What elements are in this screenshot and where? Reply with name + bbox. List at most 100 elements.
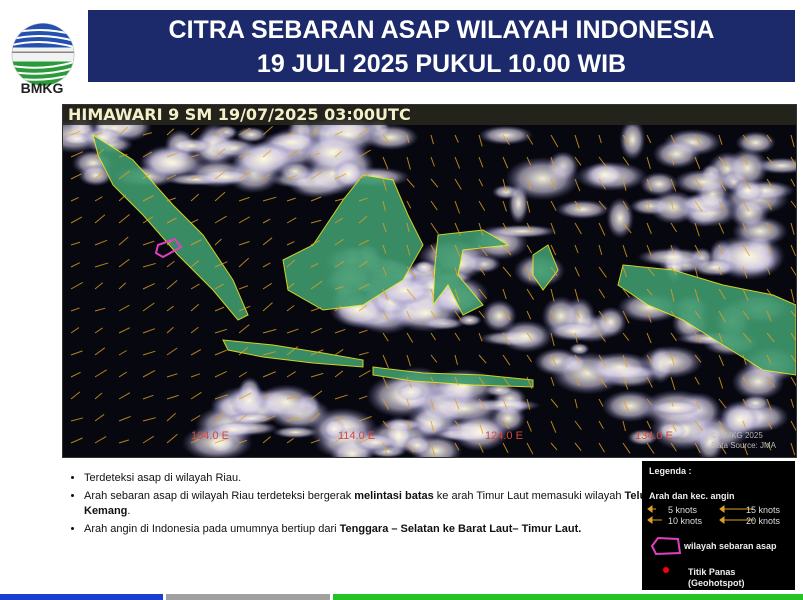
cloud: [720, 403, 760, 438]
wind-arrow: [190, 283, 200, 290]
wind-arrow: [190, 414, 201, 422]
wind-arrow: [70, 371, 81, 378]
wind-arrow: [214, 170, 226, 180]
wind-arrow: [718, 244, 723, 255]
wind-arrow: [622, 266, 627, 278]
wind-arrow: [358, 351, 369, 356]
wind-arrow: [526, 266, 531, 281]
cloud: [673, 169, 734, 195]
wind-arrow: [358, 260, 369, 268]
wind-arrow: [118, 371, 127, 378]
wind-arrow: [742, 244, 751, 257]
footer-bar-green: [333, 594, 803, 600]
wind-arrow: [286, 282, 295, 290]
wind-arrow: [598, 332, 606, 343]
wind-arrow: [142, 240, 155, 246]
wind-arrow: [94, 436, 107, 444]
wind-arrow: [118, 282, 127, 290]
wind-arrow: [214, 370, 227, 378]
wind-arrow: [262, 393, 270, 400]
nusa-tenggara: [372, 366, 534, 388]
wind-arrow: [430, 332, 437, 341]
cloud: [731, 363, 785, 401]
wind-arrow: [70, 437, 83, 444]
wind-arrow: [310, 129, 320, 136]
wind-arrow: [238, 371, 248, 378]
wind-arrow: [790, 420, 796, 432]
cloud: [227, 412, 276, 425]
wind-arrow: [286, 150, 299, 158]
wind-arrow: [262, 218, 271, 224]
wind-arrow: [262, 262, 271, 268]
wind-arrow: [166, 347, 178, 356]
wind-arrow: [670, 354, 675, 365]
wind-arrow: [598, 266, 607, 278]
smoke-area-polygon: [154, 237, 183, 259]
wind-arrow: [502, 398, 508, 410]
wind-arrow: [622, 332, 630, 341]
wind-arrow: [478, 376, 487, 388]
wind-arrow: [334, 130, 343, 136]
wind-arrow: [286, 438, 294, 444]
wind-arrow: [790, 156, 796, 168]
wind-arrow: [478, 178, 484, 187]
wind-arrow: [766, 200, 772, 211]
wind-arrow: [574, 244, 579, 254]
wind-arrow: [142, 369, 156, 378]
wind-arrow: [550, 376, 555, 387]
wind-arrow: [142, 216, 154, 224]
wind-arrow: [694, 310, 701, 319]
bmkg-logo: [11, 23, 75, 86]
cloud: [606, 197, 634, 239]
wind-arrow: [430, 310, 437, 320]
wind-arrow: [478, 354, 487, 364]
wind-arrow: [166, 280, 178, 290]
wind-arrow: [406, 156, 411, 170]
wind-arrow: [166, 174, 177, 180]
wind-arrow: [622, 222, 632, 234]
wind-arrow: [478, 156, 484, 168]
sulawesi: [432, 229, 510, 316]
wind-arrow: [694, 244, 702, 257]
wind-arrow: [190, 176, 200, 180]
cloud: [504, 156, 581, 201]
wind-arrow: [454, 288, 460, 303]
legend-wind-title: Arah dan kec. angin: [649, 491, 735, 501]
wind-arrow: [334, 434, 344, 444]
wind-arrow: [406, 376, 413, 389]
wind-arrow: [262, 351, 276, 356]
wind-arrow: [286, 328, 299, 334]
wind-arrow: [358, 283, 370, 290]
wind-arrow: [118, 439, 130, 444]
wind-arrow: [262, 415, 277, 422]
wind-arrow: [430, 398, 435, 410]
wind-arrow: [358, 436, 372, 444]
wind-arrow: [790, 288, 795, 303]
lon-label: 104.0 E: [191, 430, 229, 442]
wind-arrow: [502, 332, 510, 345]
wind-arrow: [790, 266, 796, 277]
wind-arrow: [454, 332, 461, 341]
wind-arrow: [214, 438, 227, 444]
wind-arrow: [166, 217, 177, 224]
lon-label: 124.0 E: [485, 430, 523, 442]
wind-arrow: [718, 288, 726, 300]
wind-arrow: [742, 178, 751, 190]
wind-arrow: [310, 372, 324, 378]
wind-arrow: [790, 398, 795, 408]
cloud: [487, 224, 558, 238]
wind-arrow: [334, 305, 342, 312]
wind-arrow: [454, 156, 461, 169]
wind-arrow: [286, 175, 298, 180]
wind-arrow: [718, 222, 725, 234]
wind-arrow: [190, 218, 199, 224]
wind-arrow: [742, 310, 750, 320]
note-item: Arah angin di Indonesia pada umumnya ber…: [84, 522, 654, 537]
cloud: [413, 260, 435, 274]
cloud: [594, 306, 627, 338]
wind-arrow: [478, 310, 485, 319]
wind-arrow: [70, 130, 81, 136]
wind-arrow: [454, 354, 458, 365]
wind-arrow: [454, 266, 459, 278]
wind-arrow: [310, 413, 321, 422]
